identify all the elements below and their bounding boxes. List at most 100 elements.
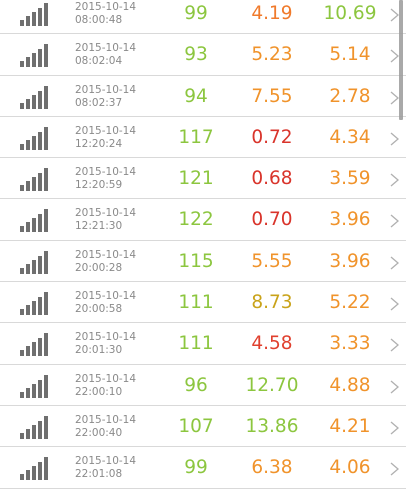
- ping-value: 122: [178, 209, 214, 231]
- download-value: 4.19: [251, 3, 293, 24]
- chevron-right-icon: [390, 173, 399, 187]
- time-text: 12:20:59: [75, 179, 123, 192]
- history-row[interactable]: 2015-10-14 20:01:30 111 4.58 3.33: [0, 323, 406, 365]
- download-value: 12.70: [245, 374, 299, 396]
- time-text: 20:00:58: [75, 303, 123, 316]
- history-row[interactable]: 2015-10-14 12:21:30 122 0.70 3.96: [0, 199, 406, 241]
- ping-value: 111: [178, 292, 214, 314]
- timestamp: 2015-10-14 22:00:10: [75, 373, 136, 399]
- timestamp: 2015-10-14 08:02:04: [75, 42, 136, 68]
- date-text: 2015-10-14: [75, 124, 137, 137]
- ping-value: 94: [184, 85, 208, 107]
- timestamp: 2015-10-14 12:20:59: [75, 166, 136, 192]
- timestamp: 2015-10-14 20:00:58: [75, 290, 136, 316]
- upload-value: 3.59: [329, 168, 371, 190]
- signal-strength-icon: [20, 250, 52, 274]
- date-text: 2015-10-14: [75, 248, 137, 261]
- download-value: 8.73: [251, 292, 293, 314]
- signal-strength-icon: [20, 415, 52, 439]
- download-value: 7.55: [251, 85, 293, 107]
- download-value: 13.86: [245, 415, 299, 437]
- ping-value: 107: [178, 415, 214, 437]
- history-row[interactable]: 2015-10-14 20:00:58 111 8.73 5.22: [0, 282, 406, 324]
- chevron-right-icon: [390, 462, 399, 476]
- history-row[interactable]: 2015-10-14 22:00:40 107 13.86 4.21: [0, 405, 406, 448]
- timestamp: 2015-10-14 20:01:30: [75, 331, 136, 357]
- time-text: 08:02:04: [75, 55, 123, 68]
- time-text: 08:02:37: [75, 96, 123, 109]
- history-row[interactable]: 2015-10-14 08:02:04 93 5.23 5.14: [0, 34, 406, 76]
- time-text: 08:00:48: [75, 14, 123, 26]
- timestamp: 2015-10-14 22:01:08: [75, 455, 136, 481]
- download-value: 0.70: [251, 209, 293, 231]
- upload-value: 5.14: [329, 44, 371, 66]
- chevron-right-icon: [390, 421, 399, 435]
- history-row[interactable]: 2015-10-14 08:00:48 99 4.19 10.69: [0, 0, 406, 35]
- signal-strength-icon: [20, 292, 52, 316]
- time-text: 20:00:28: [75, 261, 123, 274]
- upload-value: 3.96: [329, 250, 371, 272]
- download-value: 5.55: [251, 250, 293, 272]
- history-row[interactable]: 2015-10-14 22:00:10 96 12.70 4.88: [0, 364, 406, 406]
- upload-value: 10.69: [323, 3, 377, 24]
- upload-value: 5.22: [329, 292, 371, 314]
- upload-value: 2.78: [329, 85, 371, 107]
- signal-strength-icon: [20, 126, 52, 150]
- upload-value: 4.88: [329, 374, 371, 396]
- date-text: 2015-10-14: [75, 207, 137, 220]
- signal-strength-icon: [20, 457, 52, 481]
- upload-value: 3.33: [329, 333, 371, 355]
- signal-strength-icon: [20, 44, 52, 68]
- download-value: 4.58: [251, 333, 293, 355]
- download-value: 0.68: [251, 168, 293, 190]
- date-text: 2015-10-14: [75, 83, 137, 96]
- date-text: 2015-10-14: [75, 413, 137, 426]
- timestamp: 2015-10-14 08:02:37: [75, 84, 136, 110]
- chevron-right-icon: [390, 256, 399, 270]
- ping-value: 115: [178, 250, 214, 272]
- signal-strength-icon: [20, 168, 52, 192]
- signal-strength-icon: [20, 3, 52, 26]
- upload-value: 3.96: [329, 209, 371, 231]
- scrollbar[interactable]: [399, 0, 403, 120]
- time-text: 12:20:24: [75, 137, 123, 150]
- time-text: 22:00:10: [75, 385, 123, 398]
- ping-value: 111: [178, 333, 214, 355]
- chevron-right-icon: [390, 338, 399, 352]
- time-text: 22:00:40: [75, 426, 123, 439]
- timestamp: 2015-10-14 20:00:28: [75, 249, 136, 275]
- history-row[interactable]: 2015-10-14 12:20:24 117 0.72 4.34: [0, 116, 406, 159]
- date-text: 2015-10-14: [75, 290, 137, 303]
- ping-value: 99: [184, 3, 208, 24]
- signal-strength-icon: [20, 333, 52, 357]
- ping-value: 121: [178, 168, 214, 190]
- signal-strength-icon: [20, 85, 52, 109]
- timestamp: 2015-10-14 22:00:40: [75, 414, 136, 440]
- upload-value: 4.34: [329, 126, 371, 148]
- timestamp: 2015-10-14 12:21:30: [75, 207, 136, 233]
- download-value: 0.72: [251, 126, 293, 148]
- timestamp: 2015-10-14 12:20:24: [75, 125, 136, 151]
- upload-value: 4.06: [329, 457, 371, 479]
- date-text: 2015-10-14: [75, 455, 137, 468]
- history-row[interactable]: 2015-10-14 12:20:59 121 0.68 3.59: [0, 158, 406, 200]
- ping-value: 117: [178, 126, 214, 148]
- chevron-right-icon: [390, 297, 399, 311]
- date-text: 2015-10-14: [75, 42, 137, 55]
- download-value: 5.23: [251, 44, 293, 66]
- time-text: 12:21:30: [75, 220, 123, 233]
- history-row[interactable]: 2015-10-14 20:00:28 115 5.55 3.96: [0, 240, 406, 283]
- chevron-right-icon: [390, 8, 399, 22]
- ping-value: 99: [184, 457, 208, 479]
- date-text: 2015-10-14: [75, 331, 137, 344]
- date-text: 2015-10-14: [75, 372, 137, 385]
- history-row[interactable]: 2015-10-14 22:01:08 99 6.38 4.06: [0, 447, 406, 489]
- date-text: 2015-10-14: [75, 166, 137, 179]
- chevron-right-icon: [390, 49, 399, 63]
- speed-test-history-list: 2015-10-14 08:00:48 99 4.19 10.69 2015-1…: [0, 0, 406, 489]
- chevron-right-icon: [390, 132, 399, 146]
- chevron-right-icon: [390, 91, 399, 105]
- history-row[interactable]: 2015-10-14 08:02:37 94 7.55 2.78: [0, 75, 406, 117]
- chevron-right-icon: [390, 214, 399, 228]
- download-value: 6.38: [251, 457, 293, 479]
